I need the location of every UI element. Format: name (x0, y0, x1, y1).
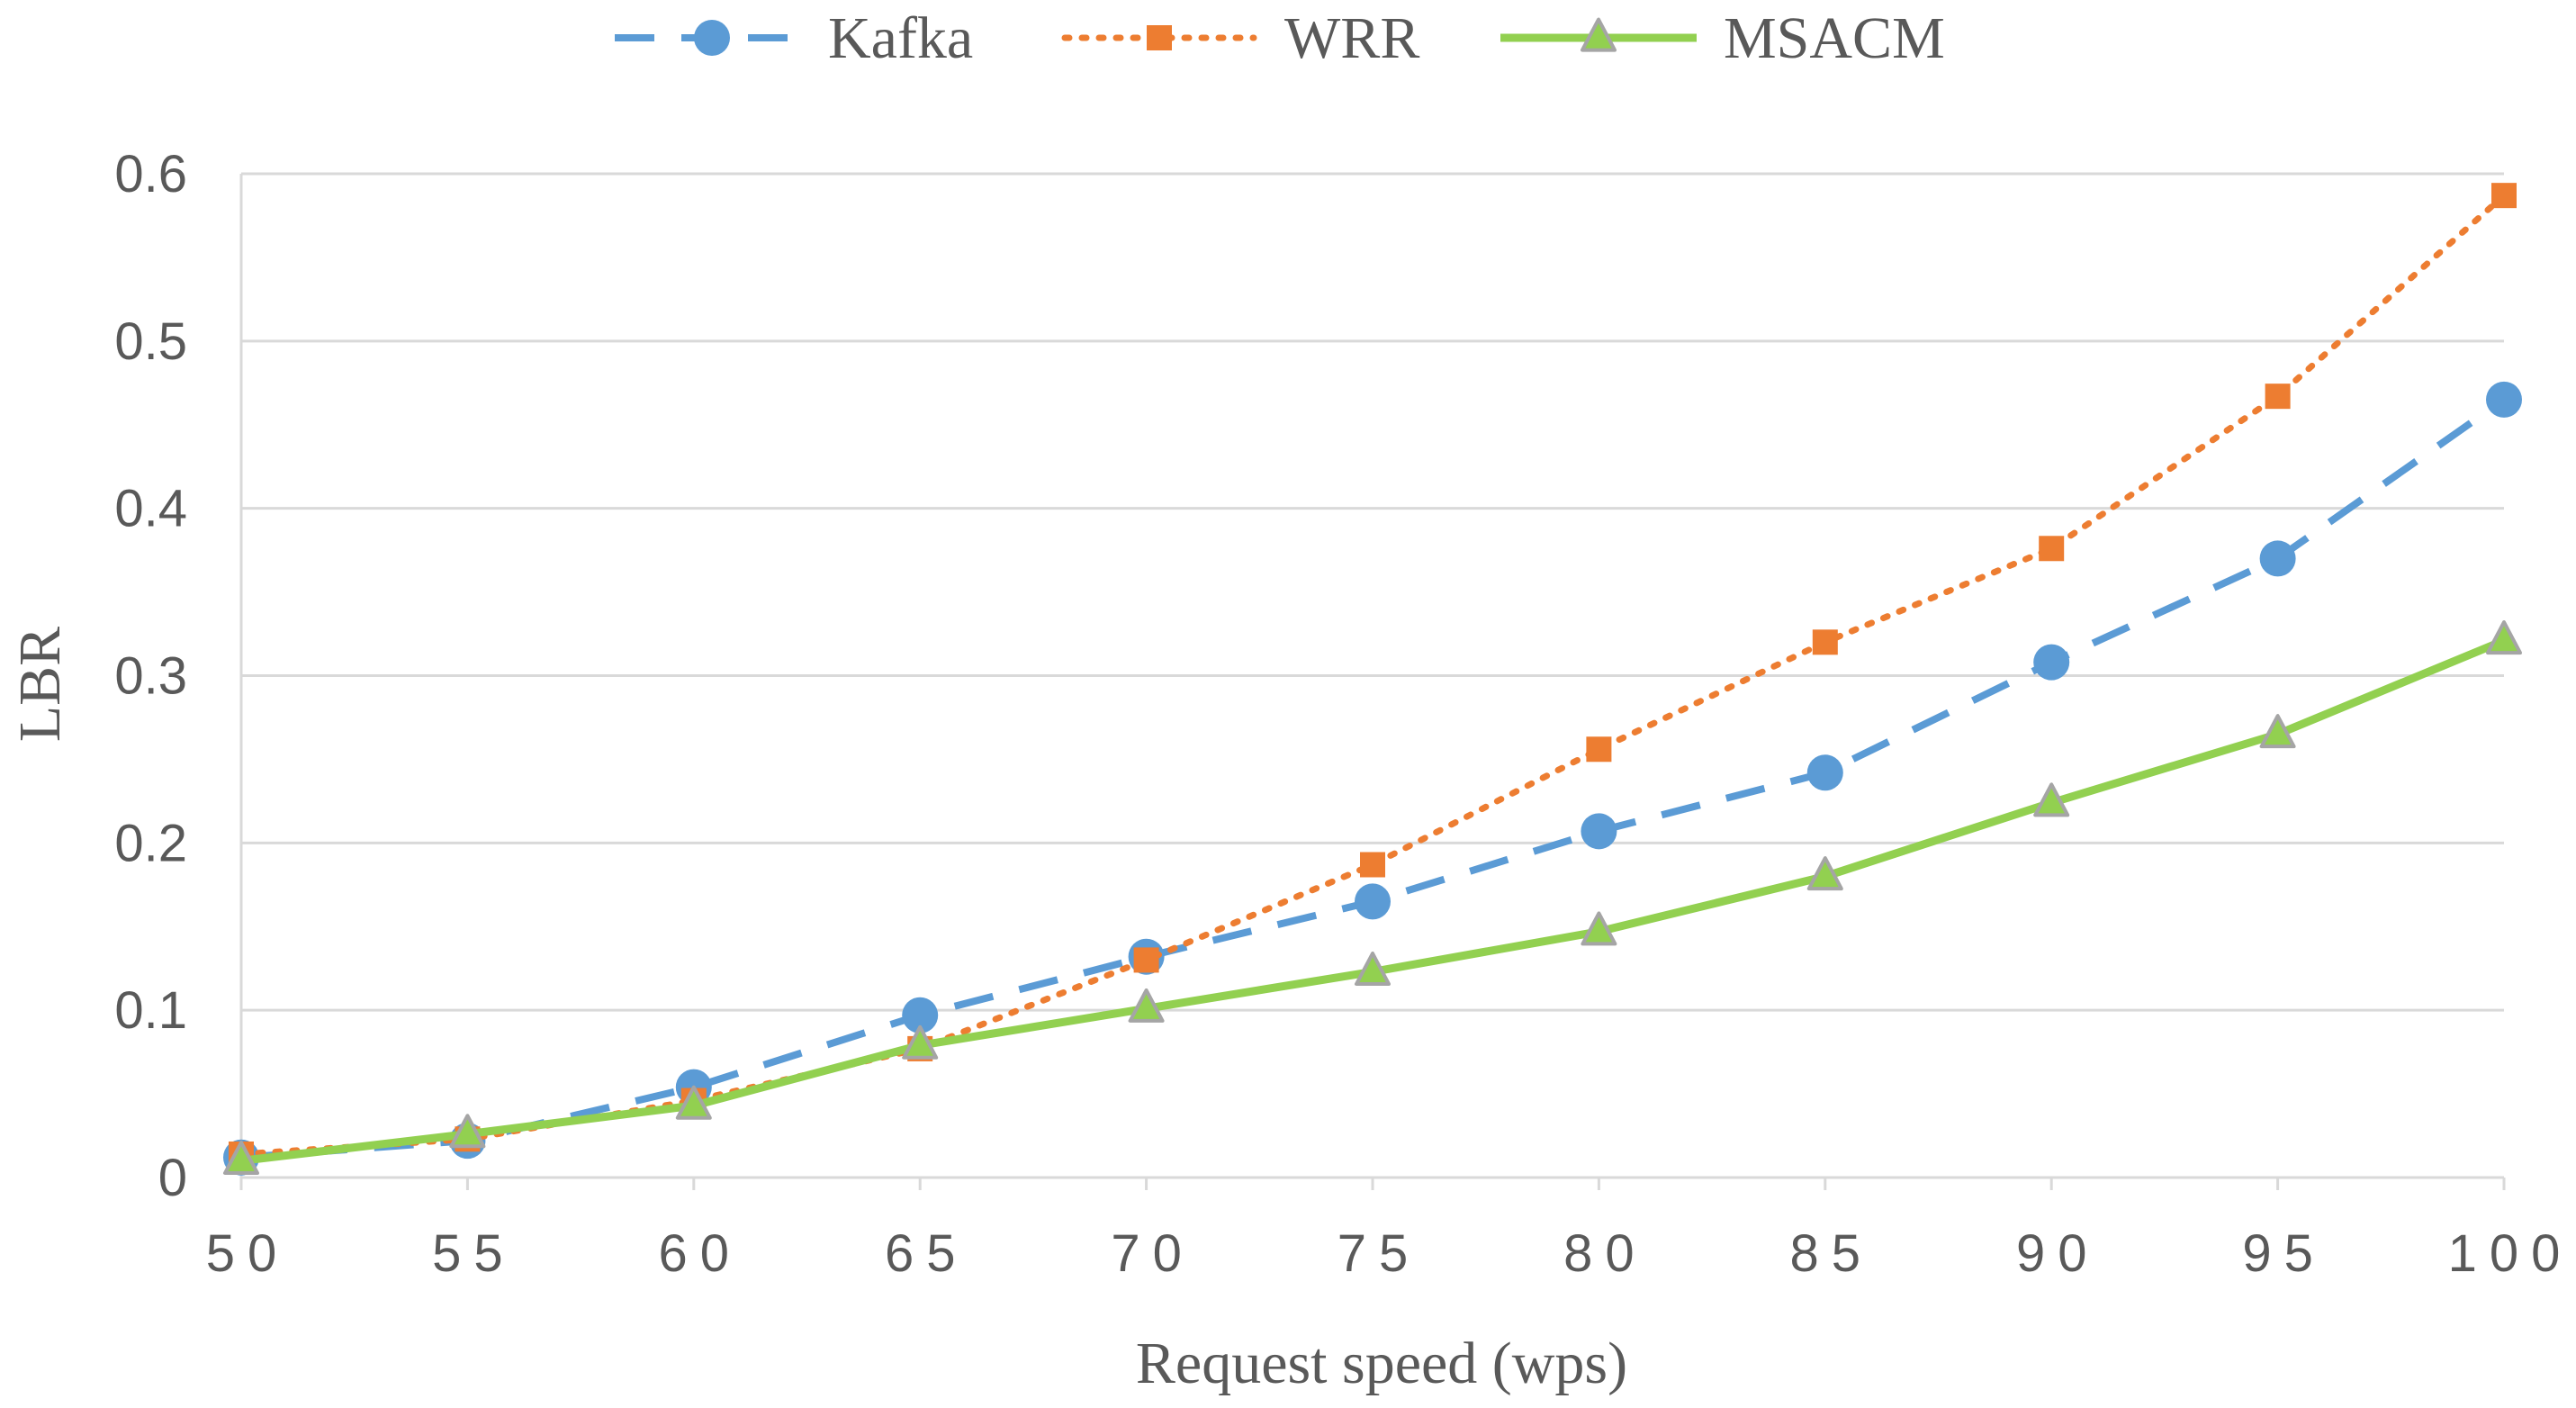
y-tick-label-1: 0.1 (114, 981, 187, 1040)
point-wrr-75 (1360, 852, 1385, 878)
x-tick-label-3: 65 (885, 1224, 968, 1283)
point-wrr-85 (1812, 629, 1838, 655)
x-tick-label-6: 80 (1563, 1224, 1647, 1283)
point-kafka-90 (2033, 644, 2070, 681)
axes (239, 174, 2506, 1190)
legend-label-wrr: WRR (1284, 5, 1419, 71)
point-kafka-95 (2259, 540, 2296, 577)
x-tick-label-10: 100 (2448, 1224, 2573, 1283)
point-kafka-85 (1806, 754, 1843, 791)
legend-item-kafka: Kafka (615, 5, 973, 71)
legend-label-msacm: MSACM (1724, 5, 1945, 71)
x-tick-label-8: 90 (2016, 1224, 2100, 1283)
y-tick-label-3: 0.3 (114, 647, 187, 706)
legend-marker-wrr (1147, 25, 1172, 50)
legend-item-msacm: MSACM (1500, 5, 1945, 71)
point-msacm-70 (1128, 988, 1165, 1023)
legend-item-wrr: WRR (1061, 5, 1419, 71)
point-wrr-100 (2491, 183, 2517, 209)
point-kafka-100 (2486, 381, 2522, 418)
x-tick-label-0: 50 (206, 1224, 290, 1283)
point-wrr-80 (1586, 736, 1612, 763)
y-tick-label-4: 0.4 (114, 480, 187, 538)
x-tick-label-5: 75 (1338, 1224, 1421, 1283)
point-msacm-60 (675, 1085, 712, 1120)
series-group (223, 183, 2522, 1176)
point-msacm-55 (449, 1114, 486, 1149)
point-kafka-80 (1581, 813, 1617, 850)
x-tick-label-1: 55 (432, 1224, 516, 1283)
point-msacm-65 (902, 1024, 939, 1060)
x-tick-label-9: 95 (2242, 1224, 2326, 1283)
gridlines (241, 172, 2504, 1179)
legend: Kafka WRR MSACM (615, 5, 1945, 71)
point-wrr-70 (1133, 947, 1159, 973)
y-tick-label-0: 0 (158, 1149, 187, 1207)
point-msacm-85 (1806, 856, 1843, 891)
point-wrr-90 (2039, 536, 2065, 562)
series-msacm (223, 620, 2522, 1176)
legend-label-kafka: Kafka (828, 5, 973, 71)
point-msacm-80 (1581, 911, 1617, 946)
point-msacm-75 (1355, 952, 1391, 987)
series-kafka (223, 381, 2522, 1176)
y-tick-label-6: 0.6 (114, 145, 187, 203)
point-msacm-90 (2033, 782, 2070, 817)
x-tick-label-4: 70 (1111, 1224, 1194, 1283)
tick-labels: 0 0.1 0.2 0.3 0.4 0.5 0.6 50 55 60 65 70 75 80 85 90 95 1… (114, 145, 2573, 1283)
x-axis-title: Request speed (wps) (1136, 1331, 1627, 1396)
y-axis-title: LBR (7, 627, 73, 742)
point-msacm-95 (2259, 714, 2296, 749)
point-msacm-50 (223, 1141, 259, 1176)
legend-marker-msacm (1581, 17, 1617, 52)
point-msacm-100 (2486, 620, 2522, 655)
series-line-kafka (240, 396, 2507, 1161)
point-kafka-75 (1355, 883, 1391, 920)
legend-marker-kafka (694, 20, 730, 56)
point-kafka-65 (902, 997, 939, 1033)
point-wrr-95 (2265, 384, 2291, 410)
x-tick-label-2: 60 (659, 1224, 743, 1283)
y-tick-label-2: 0.2 (114, 814, 187, 872)
y-tick-label-5: 0.5 (114, 312, 187, 371)
x-tick-label-7: 85 (1790, 1224, 1874, 1283)
